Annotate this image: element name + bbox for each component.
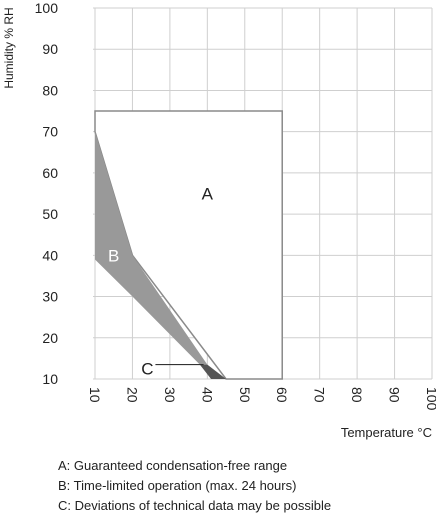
- chart-annotations: A B C: [108, 185, 214, 379]
- y-tick-label-50: 50: [42, 206, 58, 222]
- y-tick-label-70: 70: [42, 124, 58, 140]
- chart-regions: [94, 110, 283, 380]
- y-tick-label-30: 30: [42, 289, 58, 305]
- y-tick-label-40: 40: [42, 247, 58, 263]
- y-axis-label: Humidity % RH: [2, 7, 16, 88]
- legend-caption-b: B: Time-limited operation (max. 24 hours…: [58, 478, 297, 493]
- x-tick-label-60: 60: [274, 387, 290, 403]
- annotation-b: B: [108, 246, 119, 265]
- annotation-a: A: [202, 185, 214, 204]
- x-tick-label-20: 20: [124, 387, 140, 403]
- y-tick-label-80: 80: [42, 82, 58, 98]
- x-tick-label-100: 100: [424, 387, 436, 411]
- region-c: [199, 364, 227, 379]
- x-tick-label-40: 40: [199, 387, 215, 403]
- x-tick-label-50: 50: [237, 387, 253, 403]
- x-tick-label-10: 10: [87, 387, 103, 403]
- legend-caption-a: A: Guaranteed condensation-free range: [58, 458, 288, 473]
- y-tick-label-60: 60: [42, 165, 58, 181]
- y-tick-label-20: 20: [42, 330, 58, 346]
- y-tick-label-90: 90: [42, 41, 58, 57]
- legend-caption-c: C: Deviations of technical data may be p…: [58, 498, 332, 513]
- annotation-c: C: [141, 360, 153, 379]
- y-tick-label-10: 10: [42, 371, 58, 387]
- x-axis-label: Temperature °C: [341, 425, 432, 440]
- y-tick-label-100: 100: [35, 0, 59, 16]
- chart-ticks: 10 20 30 40 50 60 70 80 90 100 10 20 30 40 50 60 70 80 90 1…: [35, 0, 436, 411]
- x-tick-label-90: 90: [387, 387, 403, 403]
- region-b: [95, 131, 208, 365]
- x-tick-label-70: 70: [312, 387, 328, 403]
- x-tick-label-80: 80: [349, 387, 365, 403]
- x-tick-label-30: 30: [162, 387, 178, 403]
